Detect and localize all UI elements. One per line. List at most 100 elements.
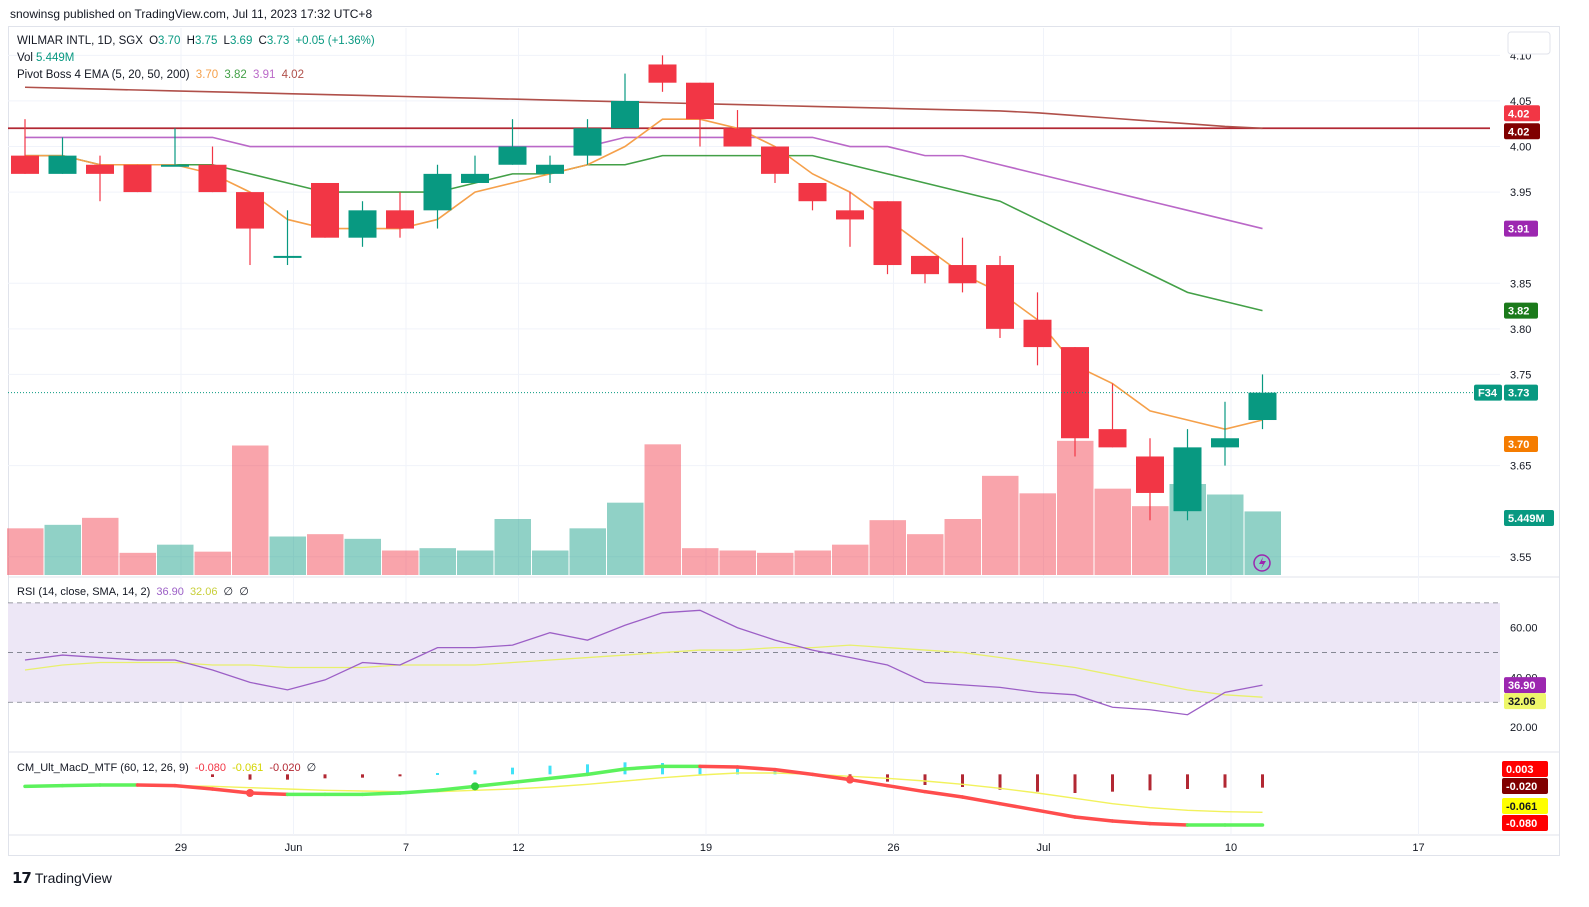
macd-segment (135, 783, 177, 788)
macd-label-2-text: -0.020 (1506, 781, 1537, 793)
low-value: 3.69 (229, 35, 253, 47)
close-value: 3.73 (266, 35, 290, 47)
macd-hist-bar (286, 774, 289, 780)
last-price-axis-tag-text: 3.73 (1508, 388, 1529, 400)
candle (798, 182, 827, 211)
rsi-ma-axis-tag: 32.06 (1504, 693, 1546, 710)
resistance-axis-tag-text: 4.02 (1508, 126, 1529, 138)
candle (686, 82, 714, 147)
volume-bar (382, 550, 419, 575)
macd-hist-bar (473, 770, 477, 775)
volume-bar (682, 548, 719, 575)
rsi-line (24, 609, 1263, 716)
price-tick-label: 3.75 (1510, 369, 1531, 381)
candle (386, 192, 414, 238)
volume-bar (1244, 511, 1281, 575)
candle-body (123, 164, 152, 193)
macd-segment (473, 780, 515, 789)
ema200-value: 4.02 (281, 69, 304, 81)
ema5-axis-tag-text: 3.70 (1508, 439, 1529, 451)
macd-label-4-text: -0.080 (1506, 818, 1537, 830)
ema50-axis-tag-text: 3.91 (1508, 224, 1529, 236)
last-price-axis-tag: 3.73 (1504, 384, 1538, 401)
scale-settings-button (1507, 31, 1551, 55)
ema20-axis-tag-bg (1504, 302, 1538, 319)
volume-bar (869, 520, 906, 575)
volume-bar (1094, 488, 1131, 575)
macd-hist-value: -0.020 (269, 762, 301, 774)
volume-bar (494, 519, 531, 575)
macd-cross-dot (246, 789, 254, 797)
macd-segment (435, 784, 477, 793)
price-tick-label: 3.80 (1510, 324, 1531, 336)
candle-body (761, 146, 789, 174)
candle-body (1061, 347, 1089, 439)
candle-body (1173, 447, 1202, 512)
macd-cross-dot (471, 782, 479, 791)
volume-bar (982, 475, 1019, 575)
volume-series (7, 440, 1281, 575)
chart-frame (8, 26, 1560, 856)
macd-hist-bar (1036, 774, 1039, 792)
time-tick-label: 12 (512, 842, 524, 854)
last-price-axis-tag-bg (1504, 384, 1538, 401)
candle (311, 182, 339, 238)
ema200-axis-tag: 4.02 (1504, 105, 1540, 122)
macd-label-1-text: 0.003 (1506, 764, 1534, 776)
candle-body (1136, 456, 1164, 493)
volume-bar (457, 550, 494, 575)
macd-segment (1035, 808, 1077, 819)
time-tick-label: Jun (285, 842, 303, 854)
candle-body (986, 265, 1014, 329)
macd-label-1: 0.003 (1502, 761, 1548, 777)
rsi-axis-tag: 36.90 (1504, 677, 1546, 694)
tradingview-brand[interactable]: 𝟭𝟳 TradingView (12, 869, 112, 887)
volume-bar (119, 552, 156, 575)
candle-body (423, 173, 452, 211)
candles (11, 55, 1277, 521)
open-value: 3.70 (158, 35, 181, 47)
candle-body (836, 210, 864, 220)
candle (836, 192, 864, 247)
last-price-name-tag-bg (1474, 384, 1502, 401)
macd-segment (773, 767, 815, 777)
candle (236, 192, 264, 266)
macd-hist-bar (436, 773, 439, 775)
candle (611, 73, 639, 129)
volume-axis-tag-text: 5.449M (1508, 513, 1545, 525)
candle (761, 146, 789, 183)
macd-hist-bar (998, 774, 1002, 790)
symbol-name: WILMAR INTL, 1D, SGX (17, 35, 143, 47)
ema5-value: 3.70 (195, 69, 219, 81)
rsi-ma-line (24, 644, 1263, 698)
candle-body (798, 182, 827, 202)
rsi-axis-tag-text: 36.90 (1508, 680, 1536, 692)
ema200-axis-tag-bg (1504, 105, 1540, 122)
rsi-value: 36.90 (156, 586, 184, 598)
macd-hist-bar (736, 768, 739, 775)
ema50-line (25, 136, 1263, 230)
candle (723, 110, 752, 147)
volume-bar (607, 502, 644, 575)
last-price-name-tag: F34 (1474, 384, 1502, 401)
price-axis: 4.104.054.003.953.853.803.753.653.55 (1510, 50, 1531, 563)
macd-segment (60, 783, 102, 788)
macd-label: CM_Ult_MacD_MTF (60, 12, 26, 9) (17, 762, 189, 774)
macd-legend: CM_Ult_MacD_MTF (60, 12, 26, 9) -0.080 -… (17, 762, 317, 774)
candle-body (236, 192, 264, 229)
volume-bar (44, 524, 81, 575)
candle-body (1211, 438, 1239, 448)
candle (161, 128, 189, 167)
candle (48, 137, 77, 174)
candle-body (498, 146, 527, 165)
macd-segment (735, 765, 777, 772)
volume-legend: Vol 5.449M (17, 52, 75, 64)
volume-bar (232, 445, 269, 575)
ema-label: Pivot Boss 4 EMA (5, 20, 50, 200) (17, 69, 190, 81)
volume-bar (269, 536, 306, 575)
time-tick-label: 19 (700, 842, 712, 854)
macd-label-4: -0.080 (1502, 815, 1548, 831)
macd-label-4-bg (1502, 815, 1548, 831)
candle-body (1248, 392, 1277, 421)
